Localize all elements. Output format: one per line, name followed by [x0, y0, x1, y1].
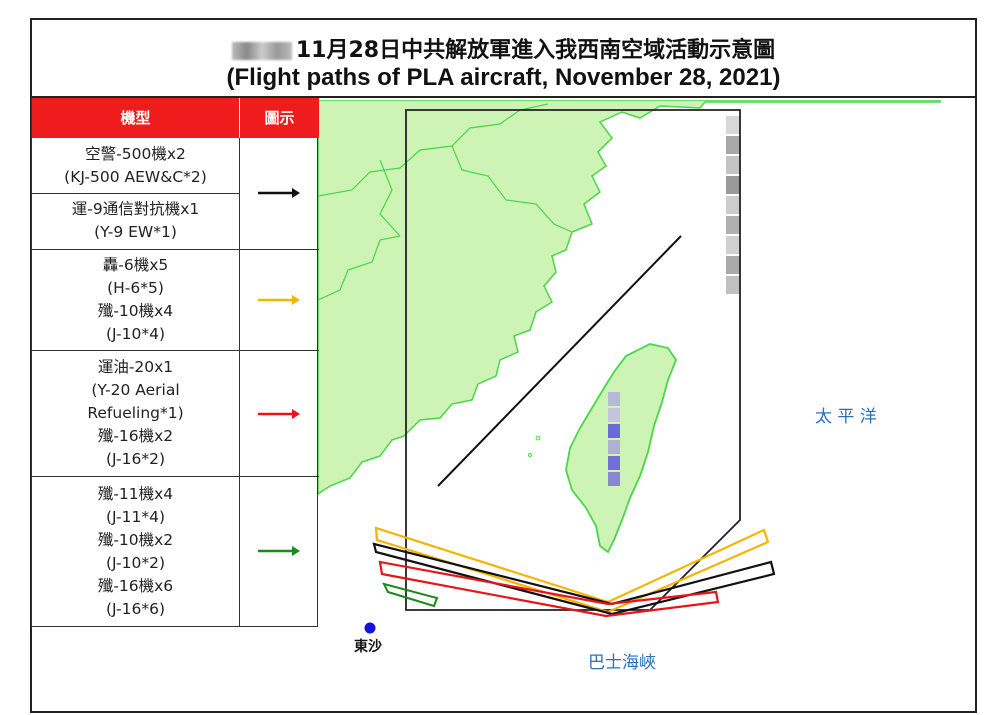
legend-entry: 運-9通信對抗機x1 (Y-9 EW*1) — [32, 194, 239, 248]
aircraft-name-en: (J-11*4) — [105, 508, 166, 526]
flight-path-green — [382, 582, 439, 608]
legend-group-black: 空警-500機x2 (KJ-500 AEW&C*2) 運-9通信對抗機x1 (Y… — [32, 138, 319, 250]
label-pacific-ocean: 太 平 洋 — [815, 407, 877, 427]
flight-path-yellow — [374, 526, 770, 614]
median-line — [437, 235, 682, 487]
green-arrow-icon — [258, 546, 300, 556]
penghu-island — [528, 452, 533, 457]
legend: 機型 圖示 空警-500機x2 (KJ-500 AEW&C*2) 運-9通信對抗… — [31, 98, 319, 627]
aircraft-name-zh: 殲-16機x2 — [97, 427, 174, 445]
aircraft-name-zh: 殲-11機x4 — [97, 485, 174, 503]
legend-group-yellow: 轟-6機x5 (H-6*5) 殲-10機x4 (J-10*4) — [32, 250, 319, 351]
legend-aircraft-cell: 空警-500機x2 (KJ-500 AEW&C*2) 運-9通信對抗機x1 (Y… — [32, 138, 240, 249]
flight-path-red — [378, 560, 720, 618]
red-arrow-icon — [258, 409, 300, 419]
redacted-blur — [726, 116, 740, 294]
redacted-blur — [231, 42, 292, 60]
title-chinese-text: 11月28日中共解放軍進入我西南空域活動示意圖 — [295, 38, 776, 63]
title-english: (Flight paths of PLA aircraft, November … — [226, 64, 781, 91]
legend-aircraft-cell: 殲-11機x4 (J-11*4) 殲-10機x2 (J-10*2) 殲-16機x… — [32, 477, 240, 627]
legend-aircraft-cell: 運油-20x1 (Y-20 Aerial Refueling*1) 殲-16機x… — [32, 351, 240, 476]
legend-header-type: 機型 — [32, 98, 240, 138]
aircraft-name-en: (J-10*4) — [105, 325, 166, 343]
aircraft-name-en: (H-6*5) — [107, 279, 164, 297]
china-mainland — [317, 100, 941, 496]
title-area: 11月28日中共解放軍進入我西南空域活動示意圖 (Flight paths of… — [30, 18, 977, 98]
aircraft-name-en: (KJ-500 AEW&C*2) — [64, 167, 207, 186]
legend-group-green: 殲-11機x4 (J-11*4) 殲-10機x2 (J-10*2) 殲-16機x… — [32, 477, 319, 627]
aircraft-name-zh: 殲-10機x4 — [97, 302, 174, 320]
aircraft-name-en: (J-16*6) — [105, 600, 166, 618]
aircraft-name-zh: 轟-6機x5 — [102, 256, 169, 274]
yellow-arrow-icon — [258, 295, 300, 305]
aircraft-name-en: (Y-9 EW*1) — [94, 223, 177, 241]
province-border — [379, 159, 401, 237]
black-arrow-icon — [258, 188, 300, 198]
label-bashi-channel: 巴士海峽 — [588, 653, 656, 673]
legend-entry: 空警-500機x2 (KJ-500 AEW&C*2) — [32, 138, 239, 194]
label-dongsha: 東沙 — [354, 639, 382, 655]
aircraft-name-en: Refueling*1) — [87, 404, 184, 422]
dongsha-dot — [364, 622, 376, 634]
aircraft-name-en: (Y-20 Aerial — [91, 381, 180, 399]
aircraft-name-zh: 運-9通信對抗機x1 — [71, 200, 200, 218]
aircraft-name-en: (J-10*2) — [105, 554, 166, 572]
penghu-island — [535, 435, 541, 441]
legend-header-icon: 圖示 — [264, 109, 295, 127]
province-border — [317, 235, 401, 301]
map — [317, 100, 941, 634]
taiwan-island — [565, 343, 678, 554]
title-chinese: 11月28日中共解放軍進入我西南空域活動示意圖 — [30, 32, 977, 64]
legend-aircraft-cell: 轟-6機x5 (H-6*5) 殲-10機x4 (J-10*4) — [32, 250, 240, 350]
province-border — [317, 103, 549, 197]
aircraft-name-zh: 空警-500機x2 — [85, 144, 186, 163]
aircraft-name-zh: 運油-20x1 — [97, 358, 174, 376]
province-border — [451, 145, 573, 233]
aircraft-name-zh: 殲-16機x6 — [97, 577, 174, 595]
aircraft-name-zh: 殲-10機x2 — [97, 531, 174, 549]
aircraft-name-en: (J-16*2) — [105, 450, 166, 468]
legend-group-red: 運油-20x1 (Y-20 Aerial Refueling*1) 殲-16機x… — [32, 351, 319, 477]
adiz-boundary — [405, 109, 741, 611]
redacted-blur — [608, 392, 620, 486]
legend-header: 機型 圖示 — [32, 98, 319, 138]
